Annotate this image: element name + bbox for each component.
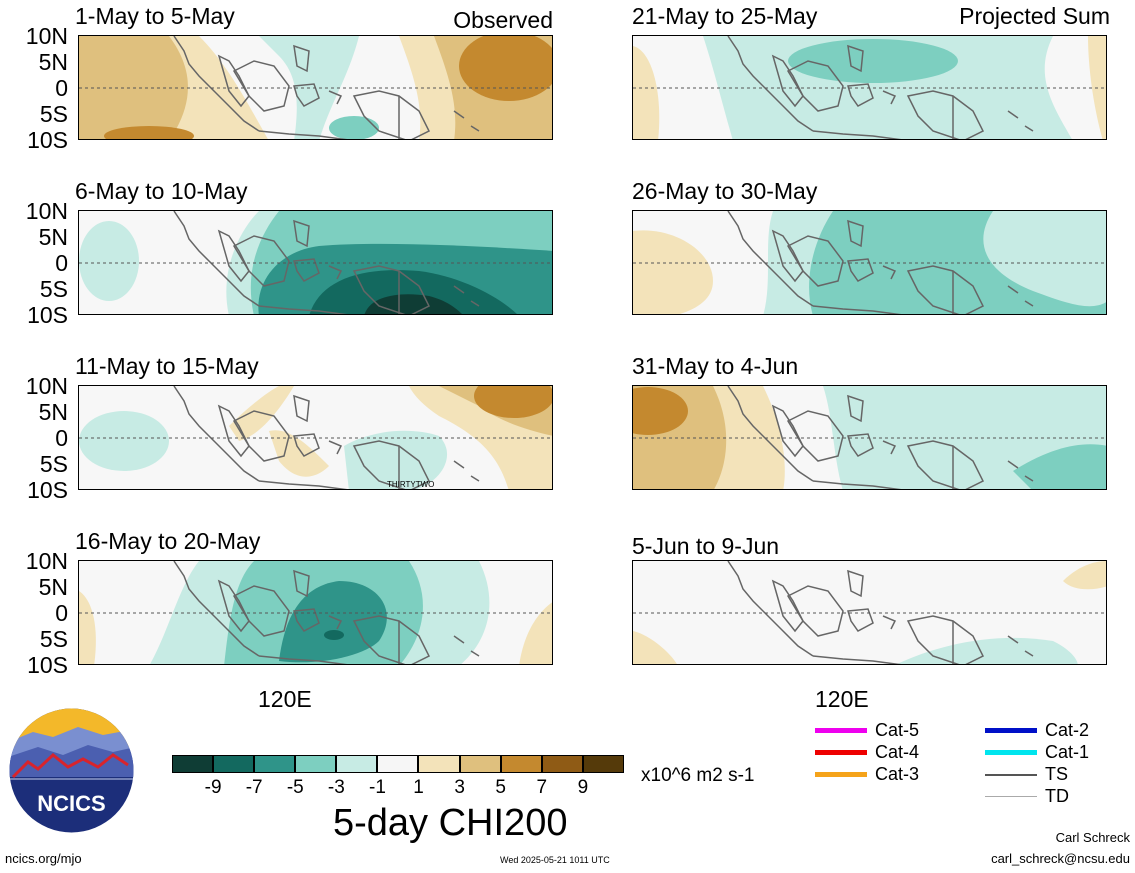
legend-swatch bbox=[985, 796, 1037, 797]
panel-title: 21-May to 25-May bbox=[632, 3, 818, 29]
legend-label: Cat-2 bbox=[1045, 720, 1090, 740]
colorbar-tick-label: 5 bbox=[495, 777, 506, 798]
colorbar-cell bbox=[541, 755, 583, 773]
legend-label: TS bbox=[1045, 764, 1069, 784]
panel-label: Observed bbox=[453, 7, 553, 33]
y-tick-label: 10N bbox=[25, 373, 68, 399]
colorbar-cell bbox=[377, 755, 419, 773]
colorbar-tick-label: -9 bbox=[204, 777, 222, 798]
colorbar-tick-label: 7 bbox=[536, 777, 548, 798]
colorbar-tick-label: -7 bbox=[245, 777, 263, 798]
panel-title: 31-May to 4-Jun bbox=[632, 353, 799, 379]
y-tick-label: 5S bbox=[39, 451, 68, 477]
y-tick-label: 10S bbox=[27, 127, 68, 153]
legend-swatch bbox=[815, 772, 867, 777]
footer-timestamp: Wed 2025-05-21 1011 UTC bbox=[500, 855, 610, 865]
y-tick-label: 0 bbox=[55, 75, 68, 101]
storm-category-legend: Cat-5 Cat-4 Cat-3 Cat-2 Cat-1 TS TD bbox=[815, 720, 1135, 830]
y-tick-label: 0 bbox=[55, 600, 68, 626]
legend-swatch bbox=[985, 774, 1037, 776]
colorbar-cell bbox=[254, 755, 296, 773]
colorbar-ticks: -9 -7 -5 -3 -1 1 3 5 7 9 bbox=[172, 777, 624, 799]
x-tick-label: 120E bbox=[815, 686, 869, 712]
storm-label: THIRTYTWO bbox=[387, 480, 434, 489]
legend-label: Cat-3 bbox=[875, 764, 920, 784]
panel-title: 1-May to 5-May bbox=[75, 3, 235, 29]
x-tick-label: 120E bbox=[258, 686, 312, 712]
panel-title: 26-May to 30-May bbox=[632, 178, 818, 204]
panel-title: 6-May to 10-May bbox=[75, 178, 248, 204]
colorbar-units: x10^6 m2 s-1 bbox=[641, 765, 755, 786]
ncics-logo: NCICS bbox=[8, 707, 135, 834]
map-panel-8 bbox=[632, 560, 1107, 665]
colorbar-title: 5-day CHI200 bbox=[333, 802, 568, 844]
colorbar-cell bbox=[582, 755, 624, 773]
y-tick-label: 10S bbox=[27, 652, 68, 678]
map-panel-4 bbox=[78, 560, 553, 665]
colorbar-cell bbox=[295, 755, 337, 773]
legend-label: Cat-5 bbox=[875, 720, 920, 740]
legend-label: Cat-4 bbox=[875, 742, 920, 762]
panel-title: 16-May to 20-May bbox=[75, 528, 261, 554]
y-tick-label: 10S bbox=[27, 477, 68, 503]
y-tick-label: 5N bbox=[38, 49, 68, 75]
panel-title: 11-May to 15-May bbox=[75, 353, 259, 379]
y-tick-label: 5S bbox=[39, 626, 68, 652]
y-tick-label: 10N bbox=[25, 23, 68, 49]
colorbar-cell bbox=[500, 755, 542, 773]
panel-label: Projected Sum bbox=[959, 3, 1110, 29]
colorbar-tick-label: -3 bbox=[327, 777, 345, 798]
colorbar-cell bbox=[459, 755, 501, 773]
y-tick-label: 5S bbox=[39, 101, 68, 127]
legend-swatch bbox=[985, 750, 1037, 755]
panel-title: 5-Jun to 9-Jun bbox=[632, 533, 780, 559]
y-tick-label: 0 bbox=[55, 425, 68, 451]
colorbar-cell bbox=[213, 755, 255, 773]
y-tick-label: 0 bbox=[55, 250, 68, 276]
y-tick-label: 10N bbox=[25, 548, 68, 574]
y-tick-label: 5N bbox=[38, 399, 68, 425]
footer-url[interactable]: ncics.org/mjo bbox=[5, 851, 82, 866]
legend-swatch bbox=[815, 750, 867, 755]
colorbar bbox=[172, 755, 624, 773]
colorbar-tick-label: -1 bbox=[369, 777, 386, 798]
colorbar-tick-label: 1 bbox=[413, 777, 424, 798]
colorbar-cell bbox=[418, 755, 460, 773]
legend-label: TD bbox=[1045, 786, 1069, 806]
colorbar-cell bbox=[336, 755, 378, 773]
map-panel-5 bbox=[632, 35, 1107, 140]
colorbar-cell bbox=[172, 755, 214, 773]
y-tick-label: 5N bbox=[38, 224, 68, 250]
y-tick-label: 10N bbox=[25, 198, 68, 224]
map-panel-2 bbox=[78, 210, 553, 315]
y-tick-label: 5N bbox=[38, 574, 68, 600]
legend-label: Cat-1 bbox=[1045, 742, 1090, 762]
map-panel-6 bbox=[632, 210, 1107, 315]
colorbar-tick-label: 9 bbox=[577, 777, 589, 798]
footer-email[interactable]: carl_schreck@ncsu.edu bbox=[991, 851, 1130, 866]
legend-swatch bbox=[815, 728, 867, 733]
y-tick-label: 10S bbox=[27, 302, 68, 328]
colorbar-tick-label: 3 bbox=[454, 777, 465, 798]
y-tick-label: 5S bbox=[39, 276, 68, 302]
logo-text: NCICS bbox=[37, 791, 105, 816]
map-panel-1 bbox=[78, 35, 553, 140]
footer-author: Carl Schreck bbox=[1055, 830, 1130, 845]
map-panel-3: THIRTYTWO bbox=[78, 385, 553, 490]
colorbar-tick-label: -5 bbox=[286, 777, 304, 798]
legend-swatch bbox=[985, 728, 1037, 733]
map-panel-7 bbox=[632, 385, 1107, 490]
